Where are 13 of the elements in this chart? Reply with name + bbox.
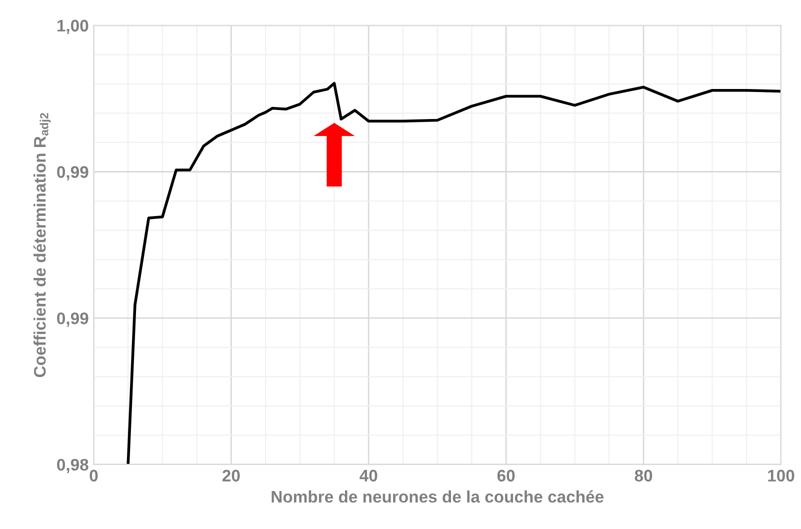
- x-tick-label: 0: [90, 470, 98, 482]
- x-tick-label: 40: [360, 470, 378, 482]
- x-tick-label: 60: [497, 470, 515, 482]
- x-tick-label: 20: [222, 470, 240, 482]
- x-tick-label: 100: [768, 470, 794, 482]
- y-tick-label: 0,99: [57, 312, 88, 327]
- x-axis-title: Nombre de neurones de la couche cachée: [272, 490, 604, 503]
- line-series: [126, 82, 781, 464]
- y-tick-label: 1,00: [57, 20, 88, 34]
- x-tick-label: 80: [634, 470, 652, 482]
- y-axis-title: Coefficient de détermination R$_{adj2}$: [33, 113, 51, 378]
- y-tick-label: 0,98: [57, 458, 88, 474]
- y-tick-label: 0,99: [57, 166, 88, 180]
